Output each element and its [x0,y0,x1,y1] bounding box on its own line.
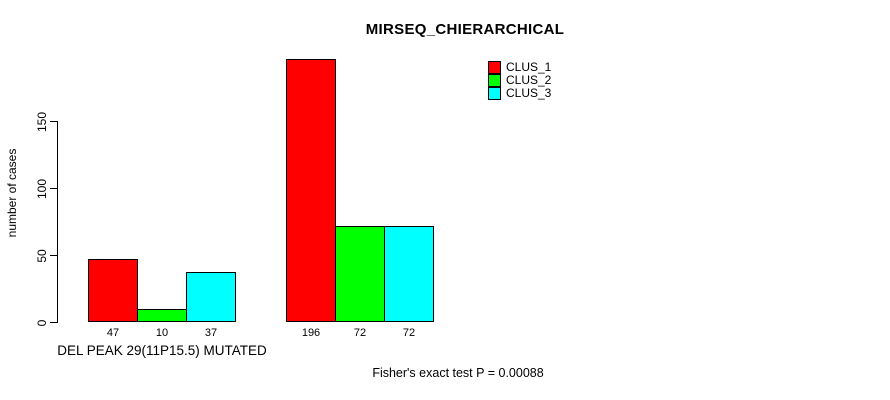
bar-clus_3-group-2 [384,226,434,322]
legend-item-clus-3: CLUS_3 [488,87,551,100]
bar-value-label: 196 [301,327,321,339]
y-tick-mark [50,255,57,256]
bar-value-label: 37 [204,327,218,339]
bar-value-label: 47 [106,327,120,339]
legend-item-clus-2: CLUS_2 [488,74,551,87]
y-tick-mark [50,121,57,122]
y-axis-label: number of cases [5,148,19,238]
chart-title: MIRSEQ_CHIERARCHICAL [365,21,565,38]
bar-clus_2-group-1 [137,309,187,322]
y-axis-line [57,121,58,323]
bar-value-label: 72 [402,327,416,339]
bar-clus_3-group-1 [186,272,236,322]
bar-value-label: 72 [353,327,367,339]
y-tick-label: 100 [35,178,49,199]
legend-item-clus-1: CLUS_1 [488,61,551,74]
y-tick-label: 150 [35,111,49,132]
y-tick-mark [50,188,57,189]
y-tick-label: 50 [35,248,49,263]
bar-clus_1-group-2 [286,59,336,322]
legend-swatch-clus-3-icon [488,87,501,100]
bar-clus_2-group-2 [335,226,385,322]
y-tick-label: 0 [35,319,49,326]
legend-swatch-clus-1-icon [488,61,501,74]
stat-annotation: Fisher's exact test P = 0.00088 [372,366,544,380]
x-axis-group-label: DEL PEAK 29(11P15.5) MUTATED [57,343,267,358]
legend-label: CLUS_2 [506,73,552,87]
legend: CLUS_1 CLUS_2 CLUS_3 [488,61,551,100]
bar-value-label: 10 [155,327,169,339]
legend-label: CLUS_3 [506,86,552,100]
legend-swatch-clus-2-icon [488,74,501,87]
bar-clus_1-group-1 [88,259,138,322]
y-tick-mark [50,322,57,323]
legend-label: CLUS_1 [506,60,552,74]
